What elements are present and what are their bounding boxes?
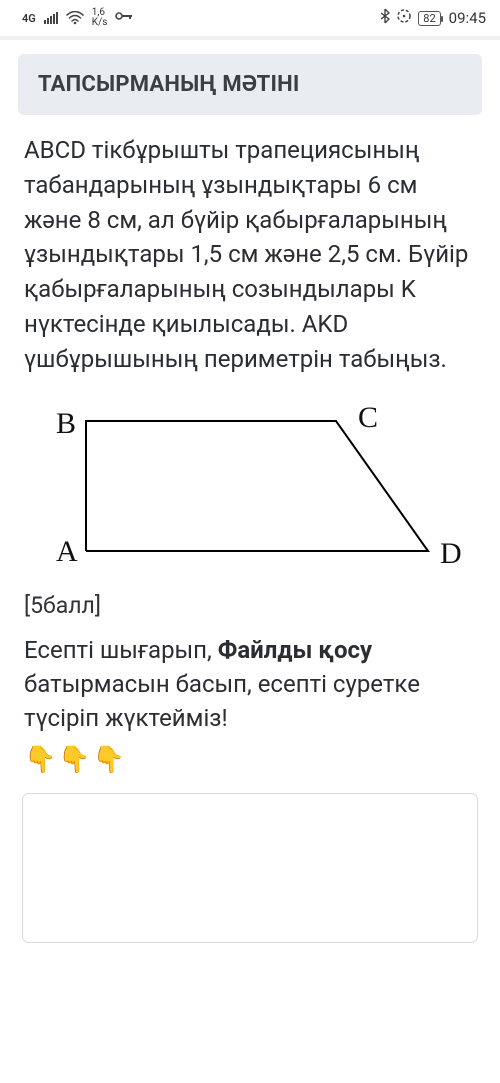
- answer-input-box[interactable]: [22, 793, 478, 943]
- instruction-prefix: Есепті шығарып,: [24, 636, 218, 664]
- speed-unit: K/s: [92, 18, 108, 28]
- trapezoid-diagram: A B C D: [18, 385, 482, 584]
- instruction-suffix: батырмасын басып, есепті суретке түсіріп…: [24, 670, 420, 732]
- task-header-title: ТАПСЫРМАНЫҢ МӘТІНІ: [38, 72, 462, 97]
- task-text: ABCD тікбұрышты трапециясының табандарын…: [24, 133, 476, 377]
- task-body: ABCD тікбұрышты трапециясының табандарын…: [18, 133, 482, 377]
- bluetooth-icon: [380, 8, 390, 28]
- network-label: 4G: [22, 12, 36, 25]
- svg-text:C: C: [358, 401, 378, 434]
- svg-text:B: B: [56, 407, 76, 440]
- signal-bars-icon: [44, 12, 58, 24]
- trapezoid-svg: A B C D: [26, 391, 476, 576]
- data-saver-icon: [396, 8, 412, 28]
- points-label: [5балл]: [24, 592, 482, 619]
- network-speed: 1,6 K/s: [92, 8, 108, 28]
- clock: 09:45: [449, 9, 486, 27]
- instruction-bold: Файлды қосу: [218, 636, 372, 664]
- task-header-card: ТАПСЫРМАНЫҢ МӘТІНІ: [18, 54, 482, 115]
- emoji-pointers: 👇👇👇: [18, 745, 482, 775]
- status-right: 82 09:45: [380, 8, 486, 28]
- vpn-key-icon: [115, 10, 133, 26]
- wifi-icon: [66, 11, 84, 25]
- status-left: 4G 1,6 K/s: [22, 8, 133, 28]
- instruction-text: Есепті шығарып, Файлды қосу батырмасын б…: [18, 633, 482, 735]
- svg-text:D: D: [440, 537, 462, 570]
- svg-text:A: A: [56, 535, 78, 568]
- status-bar: 4G 1,6 K/s 82 09:45: [0, 0, 500, 36]
- battery-indicator: 82: [418, 11, 440, 26]
- battery-percent: 82: [423, 12, 435, 25]
- content-area: ТАПСЫРМАНЫҢ МӘТІНІ ABCD тікбұрышты трапе…: [0, 40, 500, 943]
